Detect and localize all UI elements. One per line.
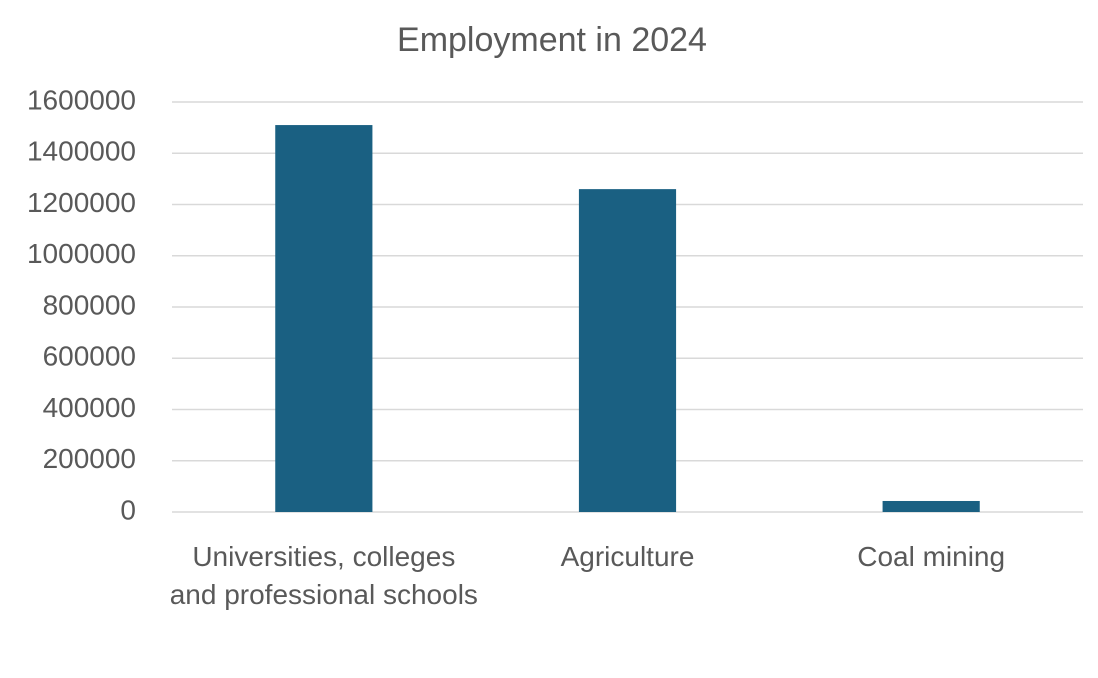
y-tick-label: 200000 — [43, 443, 136, 474]
x-tick-label: Coal mining — [857, 541, 1006, 572]
bar — [882, 500, 980, 512]
y-tick-label: 1600000 — [27, 84, 136, 115]
y-tick-label: 1400000 — [27, 136, 136, 167]
bar — [275, 125, 373, 512]
x-tick-label: Agriculture — [560, 541, 695, 572]
y-tick-label: 1200000 — [27, 187, 136, 218]
y-tick-label: 600000 — [43, 341, 136, 372]
y-tick-label: 800000 — [43, 289, 136, 320]
bar — [578, 189, 677, 512]
y-tick-label: 400000 — [43, 392, 136, 423]
chart-title: Employment in 2024 — [397, 21, 707, 59]
y-tick-label: 0 — [120, 494, 136, 525]
y-tick-label: 1000000 — [27, 238, 136, 269]
x-tick-label: Universities, colleges and professional … — [169, 541, 478, 610]
